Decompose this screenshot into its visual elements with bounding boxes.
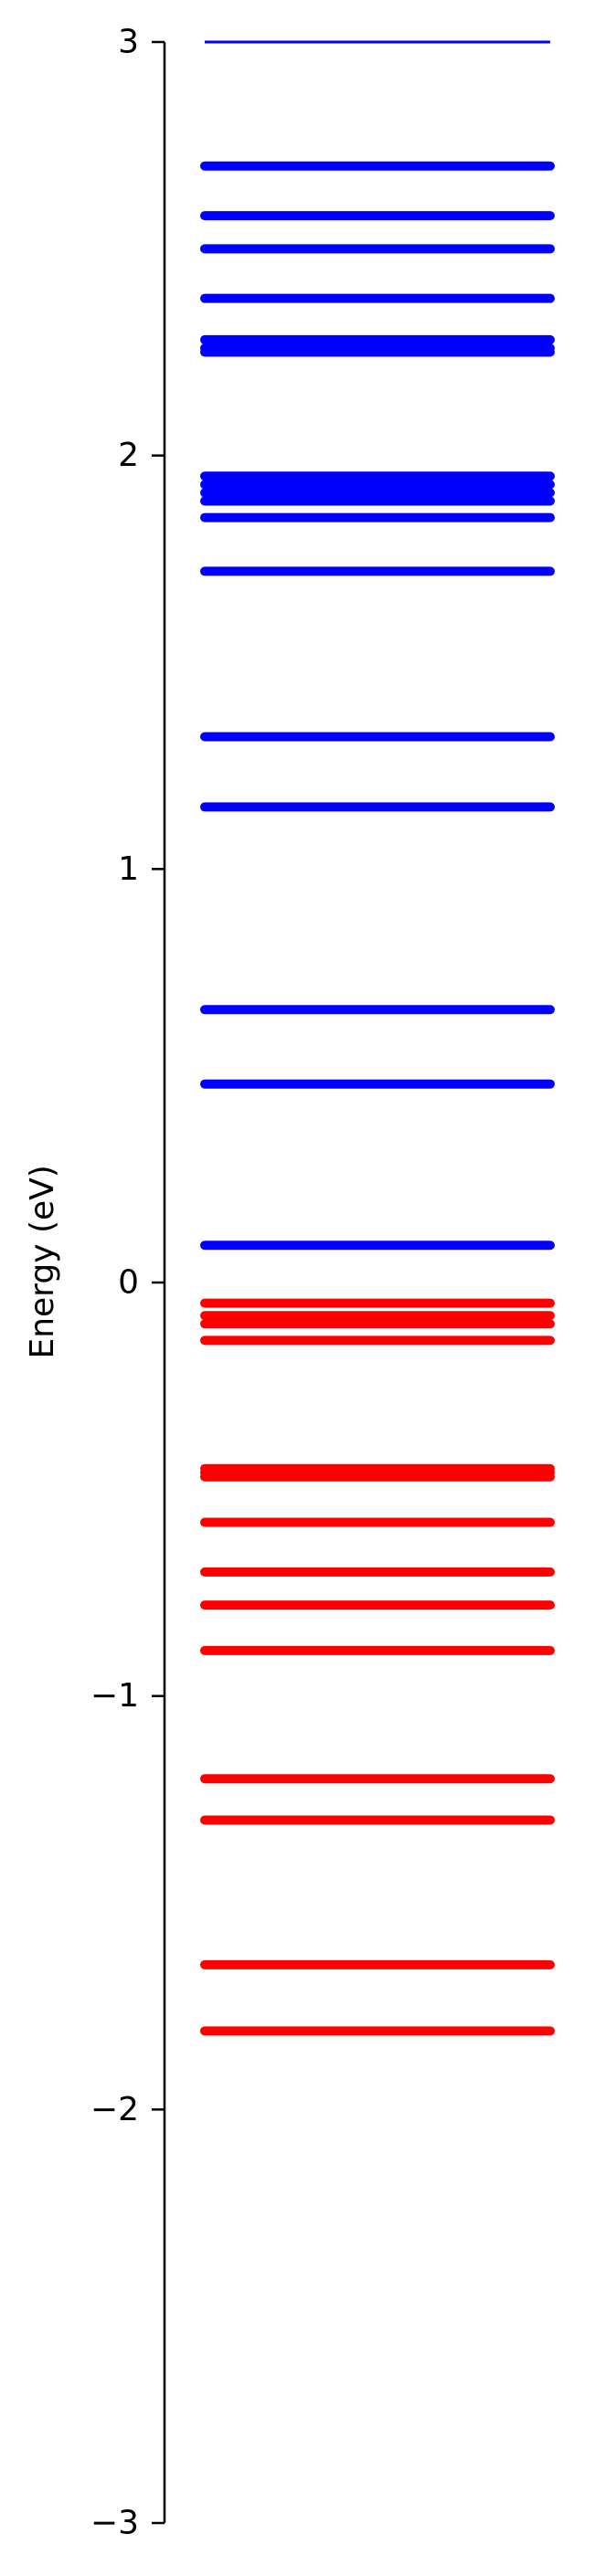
y-tick-label: −2 xyxy=(90,2091,139,2128)
y-tick-label: −1 xyxy=(90,1677,139,1715)
y-axis-label: Energy (eV) xyxy=(24,1165,61,1358)
y-tick-label: 2 xyxy=(118,437,139,474)
levels-layer xyxy=(200,40,555,2036)
y-tick-label: −3 xyxy=(90,2505,139,2542)
y-tick-label: 3 xyxy=(118,24,139,61)
y-tick-label: 0 xyxy=(118,1264,139,1302)
y-ticks: 3 2 1 0 −1 −2 −3 xyxy=(90,24,165,2542)
y-tick-label: 1 xyxy=(118,850,139,888)
